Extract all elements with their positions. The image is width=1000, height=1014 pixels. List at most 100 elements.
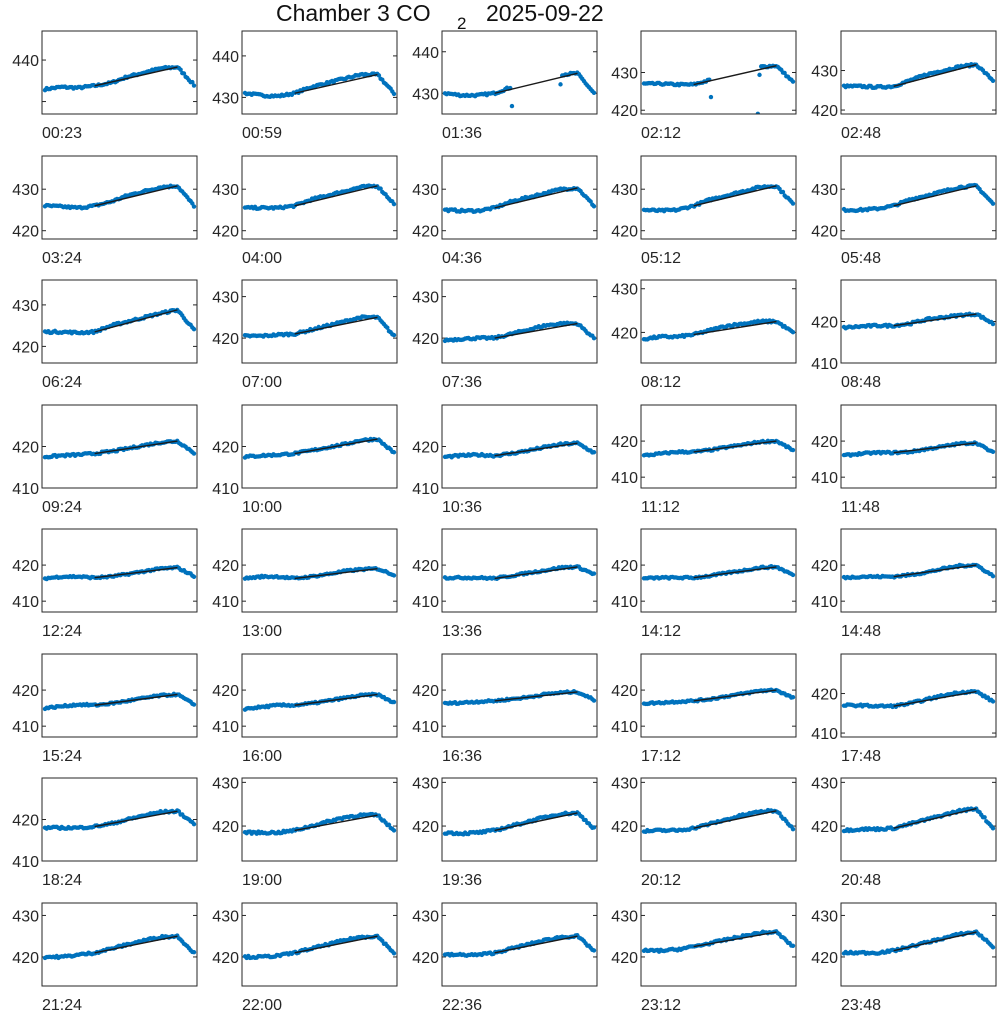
- panel-time-label: 10:36: [442, 499, 482, 516]
- ytick-label: 420: [12, 440, 39, 457]
- subplot-19: 410 420 11:48: [811, 404, 997, 516]
- fit-line: [693, 689, 777, 702]
- data-point: [521, 394, 525, 398]
- data-point: [513, 187, 517, 191]
- data-point: [191, 702, 197, 707]
- data-point: [181, 71, 187, 76]
- data-series: [641, 184, 796, 214]
- ytick-label: 420: [12, 950, 39, 967]
- ytick-label: 420: [811, 315, 838, 332]
- data-point: [385, 325, 390, 330]
- fit-line: [94, 935, 178, 954]
- data-point: [532, 493, 536, 497]
- data-point: [543, 464, 547, 468]
- subplot-29: 410 420 17:48: [811, 653, 997, 765]
- fit-line: [494, 322, 578, 339]
- ytick-label: 420: [611, 103, 638, 120]
- axes-box: [441, 902, 598, 987]
- panel-time-label: 09:24: [42, 499, 82, 516]
- data-point: [990, 78, 996, 84]
- fit-line: [893, 185, 977, 207]
- panel-time-label: 08:12: [641, 374, 681, 391]
- axes-box: [640, 155, 797, 240]
- ytick-label: 420: [412, 950, 439, 967]
- data-point: [708, 94, 714, 100]
- data-point: [509, 103, 515, 109]
- ytick-label: 420: [12, 558, 39, 575]
- data-point: [530, 494, 534, 498]
- axes-box: [441, 777, 598, 862]
- data-point: [191, 950, 197, 955]
- ytick-label: 420: [412, 558, 439, 575]
- subplot-21: 410 420 13:00: [212, 528, 398, 640]
- data-point: [782, 70, 787, 76]
- ytick-label: 420: [811, 434, 838, 451]
- data-series: [42, 564, 197, 582]
- fit-line: [494, 812, 578, 832]
- axes-box: [640, 279, 797, 364]
- axes-box: [640, 653, 797, 738]
- ytick-label: 430: [611, 908, 638, 925]
- data-point: [548, 336, 552, 340]
- ytick-label: 410: [212, 719, 239, 736]
- data-point: [591, 948, 597, 953]
- data-point: [518, 311, 522, 315]
- ytick-label: 440: [12, 53, 39, 70]
- data-series: [641, 807, 796, 835]
- data-series: [641, 564, 796, 581]
- ytick-label: 410: [12, 594, 39, 611]
- data-point: [591, 90, 597, 95]
- data-point: [591, 825, 597, 830]
- subplot-1: 430 440 00:59: [212, 30, 398, 142]
- data-series: [442, 70, 597, 498]
- fit-line: [94, 566, 178, 579]
- panel-time-label: 14:48: [841, 623, 881, 640]
- data-point: [525, 477, 529, 481]
- fit-line: [494, 566, 578, 580]
- fit-line: [294, 814, 378, 832]
- subplot-7: 420 430 04:36: [412, 155, 598, 267]
- panel-time-label: 02:48: [841, 125, 881, 142]
- data-point: [391, 450, 397, 455]
- data-point: [191, 83, 197, 88]
- ytick-label: 430: [611, 282, 638, 299]
- data-point: [790, 695, 796, 700]
- subplot-30: 410 420 18:24: [12, 777, 198, 889]
- axes-box: [840, 30, 997, 115]
- data-point: [591, 571, 597, 576]
- ytick-label: 430: [212, 908, 239, 925]
- ytick-label: 440: [212, 49, 239, 66]
- fit-line: [94, 693, 178, 706]
- title-subscript: 2: [457, 14, 467, 33]
- panel-time-label: 20:12: [641, 872, 681, 889]
- panel-time-label: 13:00: [242, 623, 282, 640]
- subplot-10: 420 430 06:24: [12, 279, 198, 391]
- fit-line: [693, 65, 777, 86]
- subplot-39: 420 430 23:48: [811, 902, 997, 1014]
- ytick-label: 440: [412, 45, 439, 62]
- subplot-17: 410 420 10:36: [412, 404, 598, 516]
- data-point: [747, 305, 751, 309]
- panel-time-label: 05:12: [641, 250, 681, 267]
- panel-time-label: 12:24: [42, 623, 82, 640]
- data-point: [790, 201, 796, 206]
- data-point: [749, 266, 753, 270]
- subplot-2: 430 440 01:36: [412, 30, 598, 498]
- fit-line: [893, 564, 977, 578]
- subplot-0: 440 00:23: [12, 30, 198, 142]
- axes-box: [640, 777, 797, 862]
- axes-box: [640, 902, 797, 987]
- fit-line: [294, 693, 378, 706]
- ytick-label: 430: [212, 182, 239, 199]
- subplot-23: 410 420 14:12: [611, 528, 797, 640]
- ytick-label: 420: [412, 440, 439, 457]
- subplot-28: 410 420 17:12: [611, 653, 797, 765]
- data-point: [391, 699, 397, 705]
- figure-title: Chamber 3 CO 2 2025-09-22: [0, 0, 1000, 33]
- data-point: [376, 73, 382, 78]
- data-point: [538, 493, 542, 497]
- data-series: [242, 565, 397, 581]
- data-point: [178, 67, 183, 72]
- axes-box: [441, 30, 598, 115]
